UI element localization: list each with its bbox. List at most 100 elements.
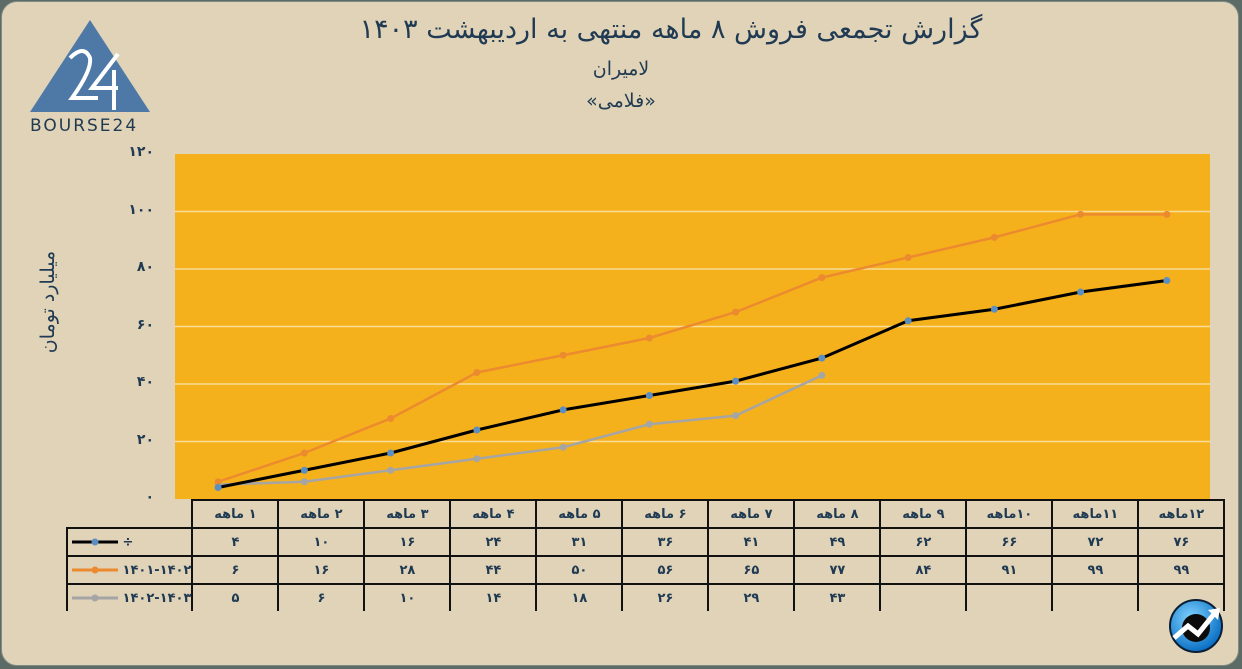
table-cell: ۵۰ [535,555,624,585]
table-cell: ۱۰ [277,527,366,557]
data-point-marker [904,317,912,325]
data-point-marker [645,392,653,399]
table-cell: ۴۹ [793,527,882,557]
table-cell: ۹۱ [965,555,1054,585]
y-axis-label: میلیارد تومان [37,250,59,354]
table-cell: ۱۸ [535,583,624,611]
y-tick-label: ۰ [145,489,154,505]
category-header: ۸ ماهه [793,499,882,529]
table-cell: ۸۴ [879,555,968,585]
table-cell: ۲۶ [621,583,710,611]
data-point-marker [214,484,222,491]
table-cell: ۴۱ [707,527,796,557]
chart-title: گزارش تجمعی فروش ۸ ماهه منتهی به اردیبهش… [359,14,983,45]
data-point-marker [300,478,308,486]
legend-line-icon [72,538,118,546]
rising-chart-icon [1169,599,1223,653]
data-point-marker [387,466,395,474]
legend-label: ۱۴۰۱-۱۴۰۲ [122,562,192,578]
category-header: ۱ ماهه [191,499,280,529]
category-header: ۱۲ماهه [1137,499,1226,529]
table-cell: ۳۶ [621,527,710,557]
table-cell [965,583,1054,611]
category-header: ۱۱ماهه [1051,499,1140,529]
data-point-marker [818,371,826,379]
table-cell: ۵۶ [621,555,710,585]
table-cell: ۱۴ [449,583,538,611]
data-point-marker [1077,210,1085,218]
category-header: ۲ ماهه [277,499,366,529]
logo-text: BOURSE24 [30,116,139,136]
category-header: ۹ ماهه [879,499,968,529]
y-tick-label: ۸۰ [136,259,154,275]
company-name: لامیران [592,58,650,80]
data-point-marker [559,406,567,414]
legend-label: ÷ [122,534,134,550]
data-point-marker [818,354,826,362]
table-row: ۱۴۰۲-۱۴۰۳ ۵ ۶ ۱۰ ۱۴ ۱۸ ۲۶ ۲۹ ۴۳ [65,583,1226,611]
category-header: ۶ ماهه [621,499,710,529]
table-cell: ۲۴ [449,527,538,557]
category-header: ۴ ماهه [449,499,538,529]
category-header: ۵ ماهه [535,499,624,529]
table-cell: ۵ [191,583,280,611]
table-row: ۱۴۰۱-۱۴۰۲ ۶ ۱۶ ۲۸ ۴۴ ۵۰ ۵۶ ۶۵ ۷۷ ۸۴ ۹۱ ۹۹ ۹۹ [65,555,1226,585]
legend-entry: ۱۴۰۲-۱۴۰۳ [65,583,194,611]
table-row: ÷ ۴ ۱۰ ۱۶ ۲۴ ۳۱ ۳۶ ۴۱ ۴۹ ۶۲ ۶۶ ۷۲ ۷۶ [65,527,1226,557]
data-point-marker [473,455,481,463]
table-cell: ۷۶ [1137,527,1226,557]
data-point-marker [1163,210,1171,218]
data-point-marker [559,351,567,359]
data-point-marker [473,369,481,376]
table-cell: ۶ [191,555,280,585]
data-point-marker [990,305,998,313]
legend-label: ۱۴۰۲-۱۴۰۳ [122,590,192,606]
table-cell: ۱۶ [363,527,452,557]
legend-entry: ۱۴۰۱-۱۴۰۲ [65,555,194,585]
ticker-symbol: «فلامی» [586,90,656,112]
table-cell: ۴۴ [449,555,538,585]
data-point-marker [559,443,567,451]
data-point-marker [904,254,912,261]
y-tick-label: ۱۲۰ [128,144,154,160]
y-tick-label: ۶۰ [136,316,154,333]
category-header: ۱۰ماهه [965,499,1054,529]
table-cell: ۴۳ [793,583,882,611]
table-cell: ۱۶ [277,555,366,585]
category-header: ۷ ماهه [707,499,796,529]
series-line [217,213,1167,483]
data-point-marker [732,377,740,385]
data-point-marker [473,426,481,434]
table-cell: ۴ [191,527,280,557]
legend-entry: ÷ [65,527,194,557]
legend-line-icon [72,594,118,602]
category-header: ۳ ماهه [363,499,452,529]
table-cell: ۶۶ [965,527,1054,557]
data-point-marker [387,449,395,457]
table-cell: ۲۹ [707,583,796,611]
table-cell: ۶۵ [707,555,796,585]
line-chart [175,210,1210,491]
table-cell: ۱۰ [363,583,452,611]
table-cell: ۶ [277,583,366,611]
table-cell: ۷۷ [793,555,882,585]
series-line [218,374,823,486]
plot-area [175,154,1210,499]
data-table: ۱ ماهه ۲ ماهه ۳ ماهه ۴ ماهه ۵ ماهه ۶ ماهه ۷ ما… [65,499,1226,611]
data-point-marker [990,233,998,241]
series-line [217,279,1168,489]
data-point-marker [300,466,308,474]
table-cell: ۳۱ [535,527,624,557]
table-cell: ۹۹ [1137,555,1226,585]
y-tick-label: ۱۰۰ [128,201,154,218]
data-point-marker [387,415,395,422]
y-tick-label: ۴۰ [136,374,154,390]
data-point-marker [1163,277,1171,284]
table-cell [1051,583,1140,611]
table-cell: ۷۲ [1051,527,1140,557]
data-point-marker [645,420,653,428]
table-cell [879,583,968,611]
data-point-marker [818,274,826,282]
y-tick-label: ۲۰ [136,431,154,448]
data-point-marker [1077,288,1085,296]
